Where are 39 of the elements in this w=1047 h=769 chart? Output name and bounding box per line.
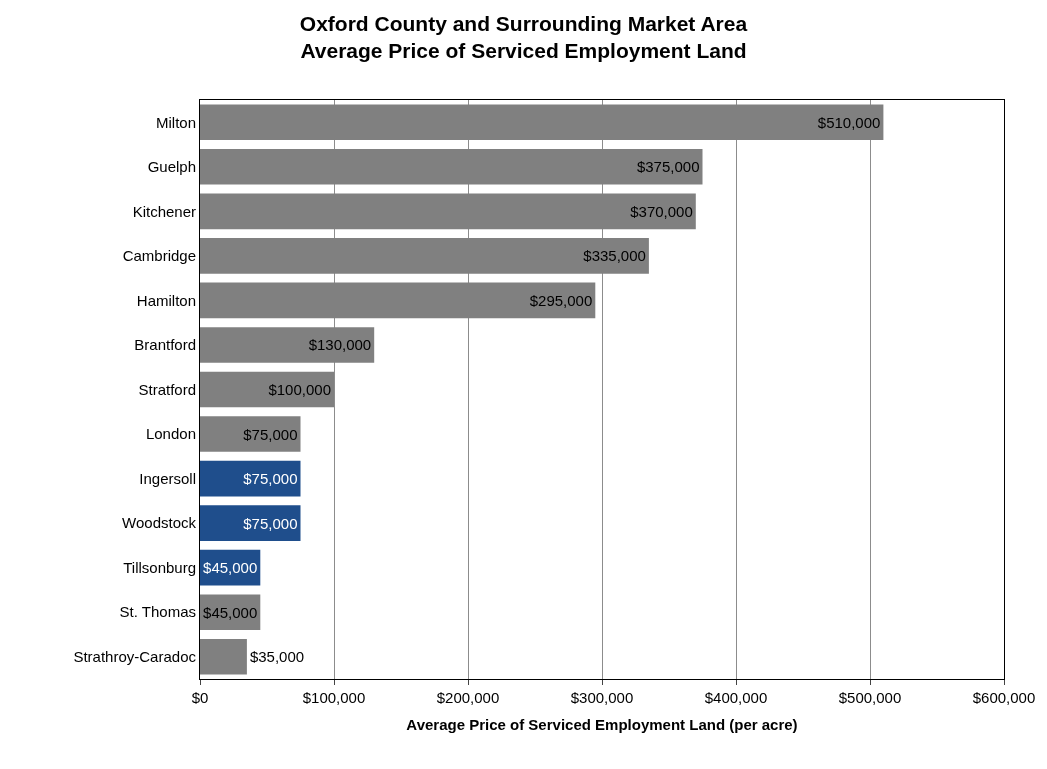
- data-label: $100,000: [268, 381, 331, 398]
- y-tick-label: Hamilton: [136, 291, 196, 309]
- bar: [200, 460, 301, 497]
- x-tick-label: $0: [191, 689, 209, 706]
- y-tick-label: Milton: [155, 113, 196, 131]
- chart-title: Oxford County and Surrounding Market Area Average Price of Serviced Employment Land: [299, 11, 748, 63]
- bar: [200, 416, 301, 452]
- y-tick-label: Ingersoll: [139, 469, 196, 487]
- y-tick-label: Strathroy-Caradoc: [73, 647, 197, 665]
- y-tick-label: Guelph: [147, 158, 196, 176]
- x-tick-label: $500,000: [838, 689, 902, 706]
- data-label: $295,000: [529, 291, 593, 309]
- x-tick-label: $200,000: [436, 689, 500, 706]
- y-tick-label: Stratford: [138, 380, 196, 398]
- bar: [200, 638, 247, 675]
- data-label: $45,000: [203, 603, 258, 621]
- x-tick-label: $600,000: [972, 689, 1036, 706]
- x-axis-title: Average Price of Serviced Employment Land (per acre): [406, 716, 798, 733]
- y-tick-label: Tillsonburg: [123, 558, 196, 576]
- data-label: $75,000: [243, 514, 298, 532]
- y-tick-label: Cambridge: [122, 247, 196, 265]
- y-tick-label: London: [145, 425, 196, 443]
- data-label: $510,000: [817, 113, 881, 131]
- y-tick-label: St. Thomas: [119, 603, 196, 621]
- bar: [200, 505, 301, 541]
- x-tick-label: $400,000: [704, 689, 768, 706]
- y-tick-label: Brantford: [134, 336, 196, 354]
- data-label: $45,000: [203, 559, 258, 577]
- data-label: $335,000: [583, 247, 646, 265]
- x-tick-label: $300,000: [570, 689, 634, 706]
- y-tick-label: Woodstock: [122, 514, 197, 532]
- y-tick-label: Kitchener: [132, 202, 196, 220]
- data-label: $375,000: [636, 158, 700, 176]
- data-label: $370,000: [630, 202, 693, 220]
- x-tick-label: $100,000: [302, 689, 366, 706]
- data-label: $130,000: [308, 336, 372, 354]
- data-label: $75,000: [243, 425, 298, 443]
- data-label: $75,000: [243, 470, 298, 488]
- data-label: $35,000: [249, 648, 305, 666]
